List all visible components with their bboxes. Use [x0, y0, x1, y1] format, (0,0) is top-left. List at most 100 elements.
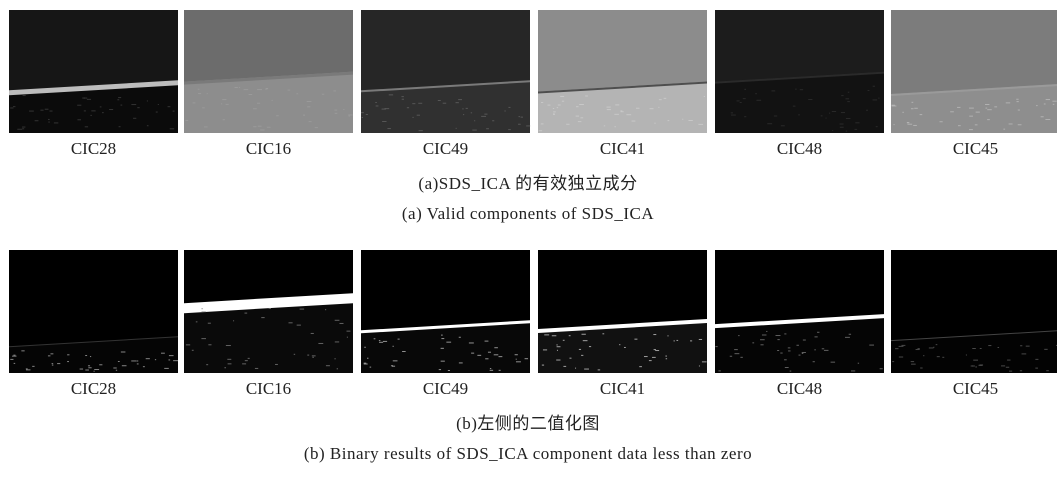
- image-texture: [894, 124, 895, 125]
- component-image: [9, 250, 178, 373]
- image-texture: [389, 94, 393, 95]
- image-texture: [297, 325, 301, 326]
- image-texture: [402, 351, 406, 352]
- image-texture: [975, 124, 978, 125]
- image-texture: [309, 121, 312, 122]
- image-texture: [649, 360, 652, 361]
- image-texture: [824, 350, 829, 351]
- image-texture: [969, 116, 973, 117]
- image-texture: [1052, 101, 1056, 102]
- image-texture: [90, 356, 91, 357]
- image-texture: [854, 129, 857, 130]
- image-texture: [666, 358, 667, 359]
- image-texture: [734, 349, 738, 350]
- image-texture: [335, 341, 339, 342]
- image-texture: [155, 359, 156, 360]
- image-texture: [1001, 365, 1005, 366]
- image-texture: [766, 331, 767, 332]
- image-texture: [979, 365, 983, 366]
- image-texture: [490, 370, 493, 371]
- image-texture: [441, 338, 444, 339]
- image-texture: [168, 359, 170, 360]
- image-texture: [307, 106, 310, 107]
- image-texture: [829, 113, 830, 114]
- image-texture: [387, 128, 390, 129]
- image-texture: [439, 369, 441, 370]
- image-texture: [122, 365, 127, 366]
- image-texture: [67, 361, 69, 362]
- image-texture: [202, 311, 206, 312]
- image-texture: [654, 349, 656, 350]
- image-texture: [518, 124, 521, 125]
- image-texture: [169, 355, 174, 356]
- image-texture: [499, 370, 501, 371]
- image-texture: [221, 103, 222, 104]
- image-texture: [161, 353, 165, 354]
- image-texture: [10, 107, 13, 108]
- image-texture: [667, 120, 669, 121]
- image-texture: [85, 370, 89, 371]
- image-texture: [269, 308, 271, 309]
- image-texture: [364, 347, 366, 348]
- image-texture: [581, 355, 583, 356]
- image-texture: [379, 340, 380, 341]
- image-texture: [913, 125, 917, 126]
- image-texture: [147, 100, 148, 101]
- image-texture: [799, 355, 801, 356]
- image-texture: [318, 343, 323, 344]
- image-texture: [777, 350, 779, 351]
- image-texture: [52, 363, 54, 364]
- image-texture: [208, 323, 211, 324]
- image-texture: [918, 348, 920, 349]
- image-texture: [902, 112, 903, 113]
- image-texture: [23, 95, 26, 96]
- image-texture: [846, 118, 850, 119]
- image-texture: [245, 360, 248, 361]
- image-texture: [412, 103, 415, 104]
- image-texture: [840, 127, 844, 128]
- image-texture: [841, 112, 845, 113]
- image-texture: [899, 357, 903, 358]
- image-texture: [936, 344, 938, 345]
- image-texture: [258, 126, 262, 127]
- image-texture: [718, 370, 720, 371]
- image-texture: [767, 123, 772, 124]
- image-texture: [914, 108, 918, 109]
- image-texture: [744, 89, 746, 90]
- image-texture: [1017, 101, 1019, 102]
- image-texture: [193, 102, 196, 103]
- component-image: [715, 250, 884, 373]
- image-texture: [443, 103, 447, 104]
- image-texture: [48, 355, 50, 356]
- image-texture: [907, 122, 909, 123]
- image-texture: [851, 370, 855, 371]
- image-texture: [469, 342, 474, 343]
- image-texture: [614, 114, 619, 115]
- image-texture: [26, 368, 28, 369]
- image-texture: [579, 104, 584, 105]
- image-texture: [494, 347, 498, 348]
- image-texture: [146, 358, 150, 359]
- image-texture: [374, 338, 376, 339]
- image-texture: [208, 344, 211, 345]
- image-texture: [227, 359, 231, 360]
- image-texture: [441, 361, 445, 362]
- image-texture: [553, 114, 555, 115]
- image-texture: [737, 100, 740, 101]
- image-texture: [94, 369, 99, 370]
- caption-en: (b) Binary results of SDS_ICA component …: [304, 444, 752, 463]
- image-texture: [118, 97, 121, 98]
- image-texture: [137, 107, 139, 108]
- image-texture: [987, 119, 990, 120]
- image-texture: [438, 100, 441, 101]
- image-texture: [192, 350, 194, 351]
- image-texture: [563, 366, 566, 367]
- image-texture: [814, 349, 815, 350]
- image-texture: [762, 334, 767, 335]
- image-texture: [276, 115, 279, 116]
- image-texture: [781, 125, 785, 126]
- image-texture: [698, 124, 703, 125]
- image-texture: [738, 335, 739, 336]
- image-label: CIC49: [423, 379, 468, 398]
- image-texture: [265, 89, 267, 90]
